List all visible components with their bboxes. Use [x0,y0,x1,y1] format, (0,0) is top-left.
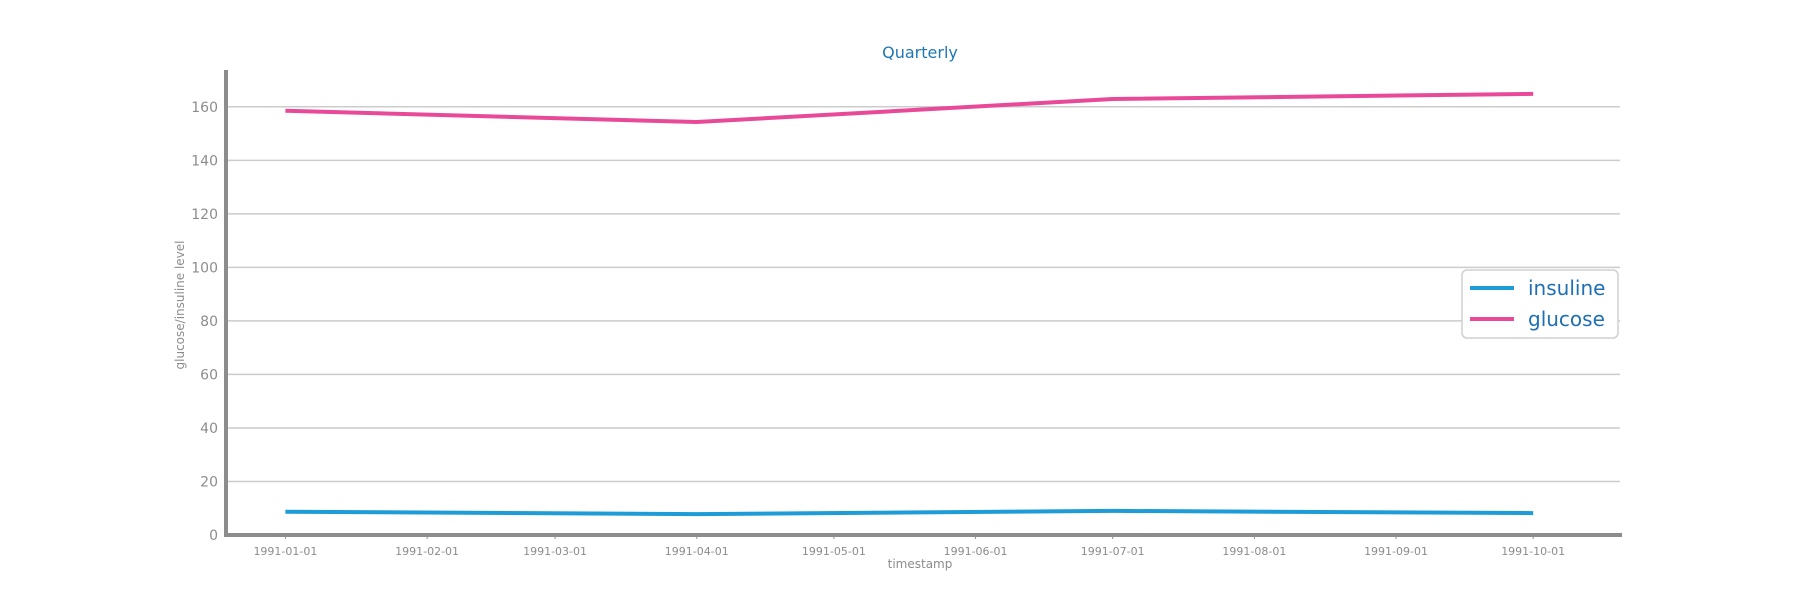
y-tick-label: 120 [191,207,218,223]
y-tick-label: 0 [209,528,218,544]
y-tick-labels: 0 20 40 60 80 100 120 140 160 [191,100,218,544]
y-tick-label: 160 [191,100,218,116]
x-tick-label: 1991-10-01 [1501,545,1565,558]
gridlines [226,106,1620,483]
y-tick-label: 100 [191,260,218,276]
y-tick-label: 40 [200,421,218,437]
axes [224,70,1622,537]
legend: insuline glucose [1461,269,1619,339]
x-tick-label: 1991-01-01 [253,545,317,558]
series-line-insuline [285,508,1534,517]
legend-label-glucose: glucose [1528,307,1605,331]
x-tick-label: 1991-04-01 [665,545,729,558]
x-axis-label: timestamp [888,557,953,571]
series-line-glucose [285,91,1534,124]
y-tick-label: 60 [200,367,218,383]
x-tick-label: 1991-05-01 [802,545,866,558]
y-tick-label: 20 [200,474,218,490]
x-tick-label: 1991-07-01 [1081,545,1145,558]
x-tick-label: 1991-09-01 [1364,545,1428,558]
y-axis-label: glucose/insuline level [173,241,187,370]
x-tick-label: 1991-08-01 [1222,545,1286,558]
x-tick-label: 1991-03-01 [523,545,587,558]
legend-label-insuline: insuline [1528,276,1605,300]
series-lines [285,91,1534,517]
y-tick-label: 80 [200,314,218,330]
y-tick-label: 140 [191,153,218,169]
x-tick-labels: 1991-01-01 1991-02-01 1991-03-01 1991-04-01… [253,535,1565,558]
x-tick-label: 1991-02-01 [395,545,459,558]
x-tick-label: 1991-06-01 [944,545,1008,558]
chart-title: Quarterly [882,43,958,62]
